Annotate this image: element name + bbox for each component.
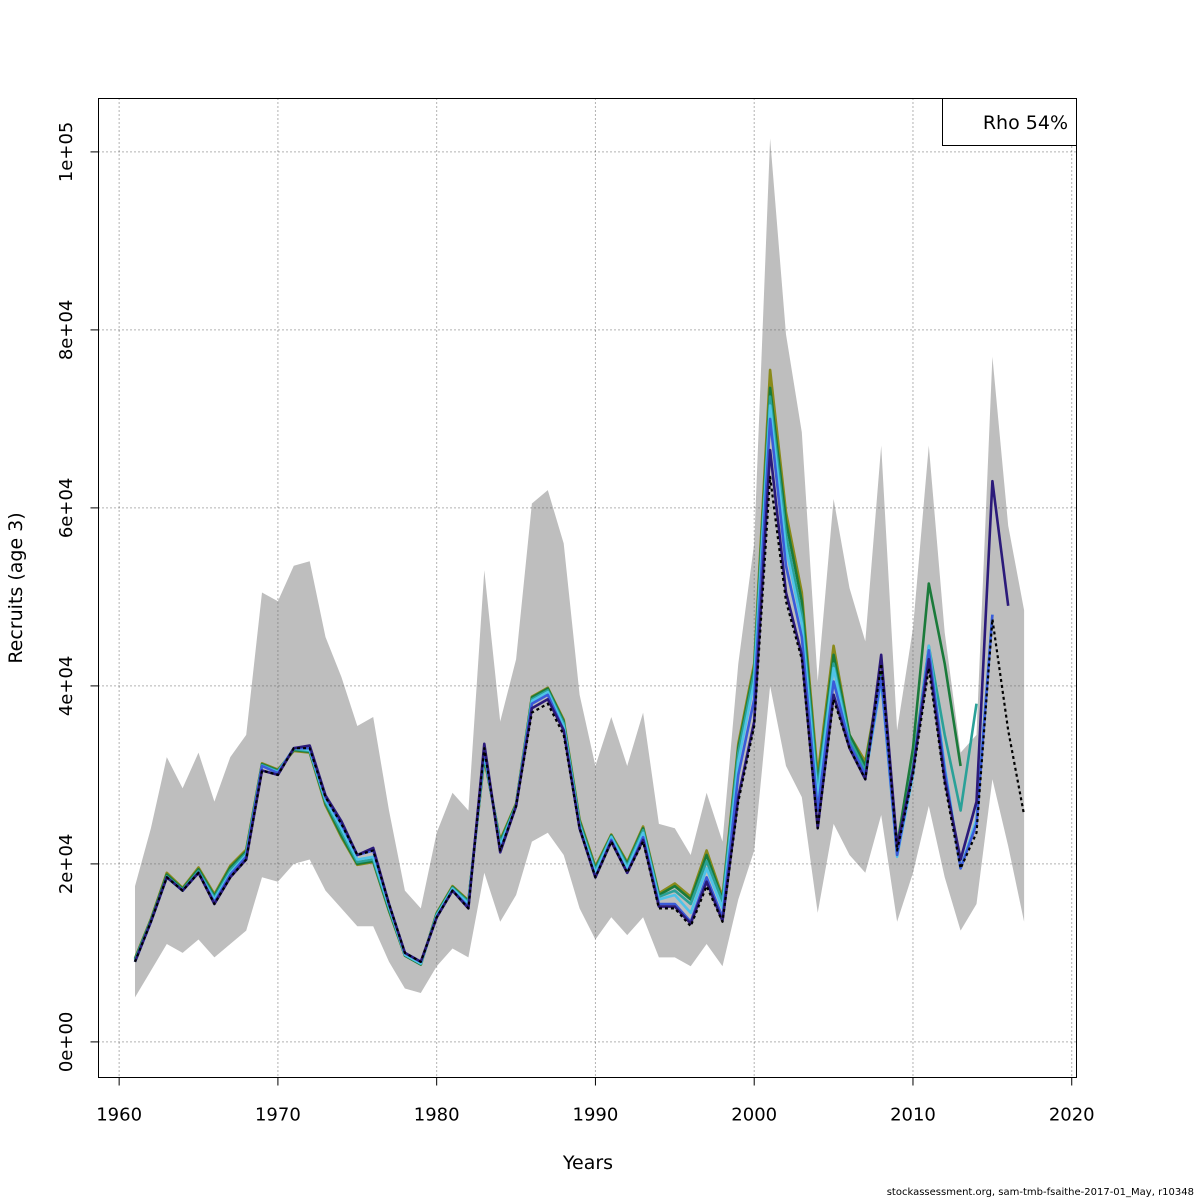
legend-text: Rho 54% <box>983 112 1068 134</box>
legend-box <box>942 98 1077 146</box>
y-tick-label: 0e+00 <box>56 1012 77 1073</box>
footer-note: stockassessment.org, sam-tmb-fsaithe-201… <box>886 1187 1194 1198</box>
x-tick-label: 2020 <box>1049 1105 1095 1126</box>
x-axis-title: Years <box>562 1152 613 1174</box>
x-tick-label: 2010 <box>890 1105 936 1126</box>
x-tick-label: 1990 <box>573 1105 619 1126</box>
y-tick-label: 1e+05 <box>56 122 77 183</box>
x-tick-label: 1980 <box>414 1105 460 1126</box>
band-area <box>135 138 1025 998</box>
series-line <box>133 475 1026 963</box>
legend: Rho 54% <box>942 98 1077 146</box>
y-axis-title: Recruits (age 3) <box>5 512 27 663</box>
x-tick-label: 2000 <box>731 1105 777 1126</box>
x-tick-label: 1970 <box>255 1105 301 1126</box>
y-axis: 0e+00 2e+04 4e+04 6e+04 8e+04 1e+05 <box>56 122 99 1073</box>
series-lines <box>133 368 1026 966</box>
x-axis: 1960 1970 1980 1990 2000 2010 2020 <box>96 1077 1095 1126</box>
y-tick-label: 2e+04 <box>56 834 77 895</box>
grid <box>98 98 1077 1078</box>
y-tick-label: 8e+04 <box>56 300 77 361</box>
x-tick-label: 1960 <box>96 1105 142 1126</box>
confidence-band <box>135 138 1025 998</box>
y-tick-label: 4e+04 <box>56 656 77 717</box>
y-tick-label: 6e+04 <box>56 478 77 539</box>
